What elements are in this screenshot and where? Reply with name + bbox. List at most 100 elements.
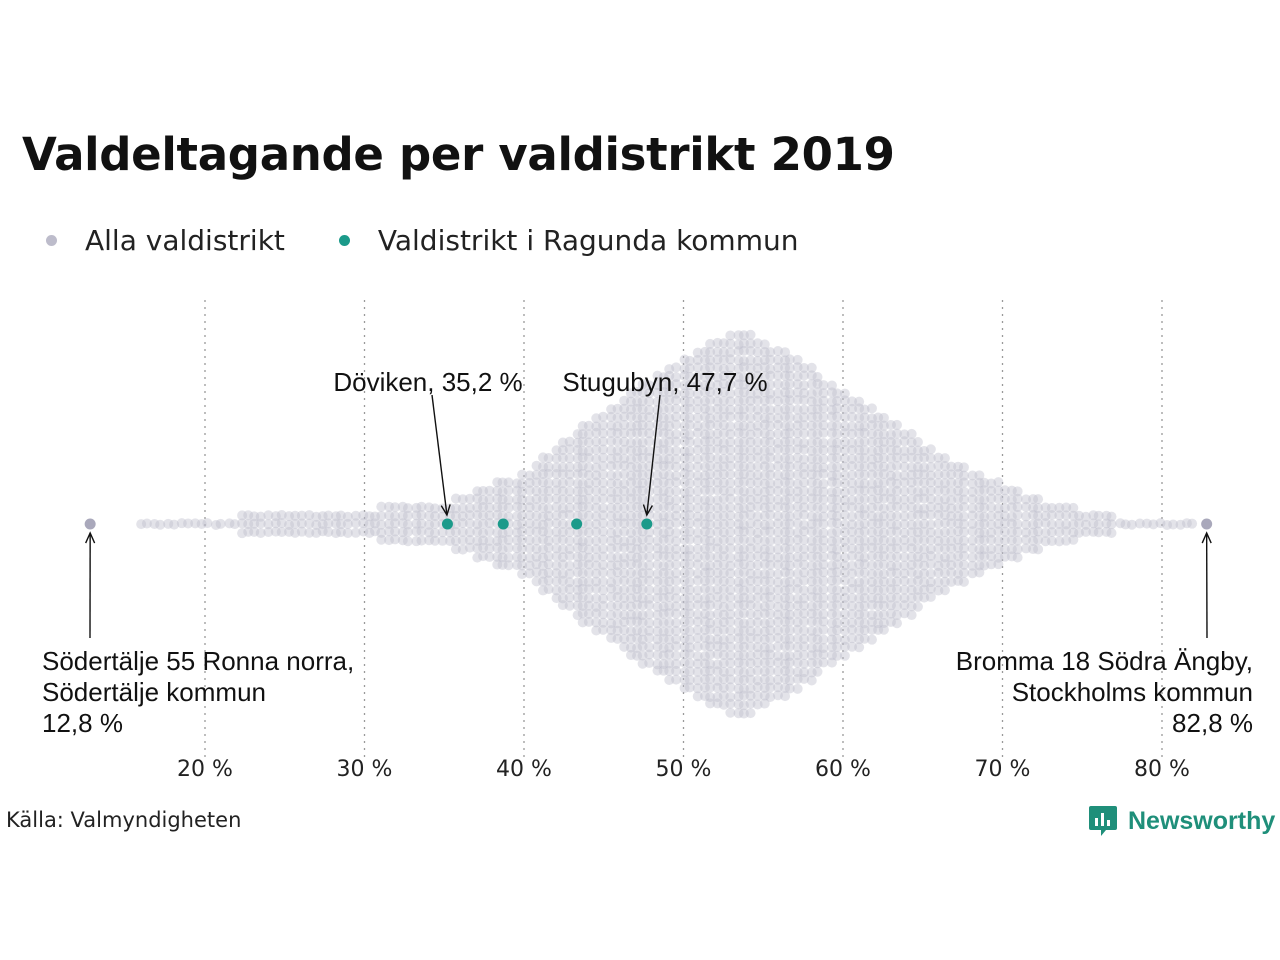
swarm-point [705,362,716,373]
swarm-point [632,583,643,594]
swarm-point [619,610,630,621]
swarm-point [733,559,744,570]
swarm-point [1088,526,1099,537]
swarm-point [891,428,902,439]
swarm-point [497,528,508,539]
swarm-point [859,543,870,554]
swarm-point [583,493,594,504]
swarm-point [784,461,795,472]
swarm-point [652,550,663,561]
swarm-point [866,454,877,465]
swarm-point [705,585,716,596]
swarm-point [891,526,902,537]
swarm-point [1054,536,1065,547]
swarm-point [818,634,829,645]
newsworthy-logo[interactable]: Newsworthy [1088,804,1275,838]
swarm-point [812,658,823,669]
swarm-point [979,527,990,538]
swarm-point [551,468,562,479]
swarm-point [632,544,643,555]
swarm-point [826,601,837,612]
swarm-point [517,486,528,497]
swarm-point [249,518,260,529]
swarm-point [705,567,716,578]
swarm-point [679,624,690,635]
legend-marker-ragunda [338,234,350,246]
swarm-point [780,608,791,619]
swarm-point [866,592,877,603]
swarm-point [317,519,328,530]
swarm-point [933,552,944,563]
swarm-point [658,444,669,455]
swarm-point [577,494,588,505]
swarm-point [625,642,636,653]
swarm-point [765,494,776,505]
swarm-point [591,625,602,636]
swarm-point [304,527,315,538]
swarm-point [765,585,776,596]
swarm-point [873,610,884,621]
swarm-point [784,568,795,579]
swarm-point [725,478,736,489]
swarm-point [725,698,736,709]
swarm-point [738,576,749,587]
swarm-point [612,460,623,471]
swarm-point [311,527,322,538]
swarm-point [330,528,341,539]
swarm-point [543,527,554,538]
swarm-point [637,568,648,579]
swarm-point [832,592,843,603]
swarm-point [564,544,575,555]
swarm-point [437,527,448,538]
swarm-point [718,593,729,604]
swarm-point [765,642,776,653]
swarm-point [658,404,669,415]
swarm-point [772,511,783,522]
swarm-point [772,370,783,381]
swarm-point [854,577,865,588]
swarm-point [866,437,877,448]
annotation-arrowhead [440,504,451,517]
swarm-point [799,444,810,455]
swarm-point [705,665,716,676]
swarm-point [632,387,643,398]
swarm-point [826,380,837,391]
swarm-point [699,346,710,357]
swarm-point [799,551,810,562]
swarm-point [885,567,896,578]
swarm-point [692,625,703,636]
swarm-point [725,543,736,554]
swarm-point [859,618,870,629]
swarm-point [637,610,648,621]
swarm-point [839,585,850,596]
swarm-point [967,503,978,514]
swarm-point [752,363,763,374]
swarm-point [725,370,736,381]
swarm-point [799,362,810,373]
swarm-point [752,576,763,587]
swarm-point [792,593,803,604]
swarm-point [1046,527,1057,538]
swarm-point [531,567,542,578]
swarm-point [733,519,744,530]
swarm-point [637,396,648,407]
swarm-point [664,634,675,645]
swarm-point [906,552,917,563]
swarm-point [625,593,636,604]
swarm-point [606,625,617,636]
swarm-point [866,569,877,580]
swarm-point [759,551,770,562]
swarm-point [873,452,884,463]
swarm-point [891,610,902,621]
swarm-point [725,616,736,627]
swarm-point [725,560,736,571]
swarm-point [765,535,776,546]
swarm-point [818,437,829,448]
swarm-point [866,518,877,529]
swarm-point [652,665,663,676]
swarm-point [637,420,648,431]
swarm-point [799,634,810,645]
swarm-point [752,584,763,595]
swarm-point [699,355,710,366]
swarm-point [806,362,817,373]
